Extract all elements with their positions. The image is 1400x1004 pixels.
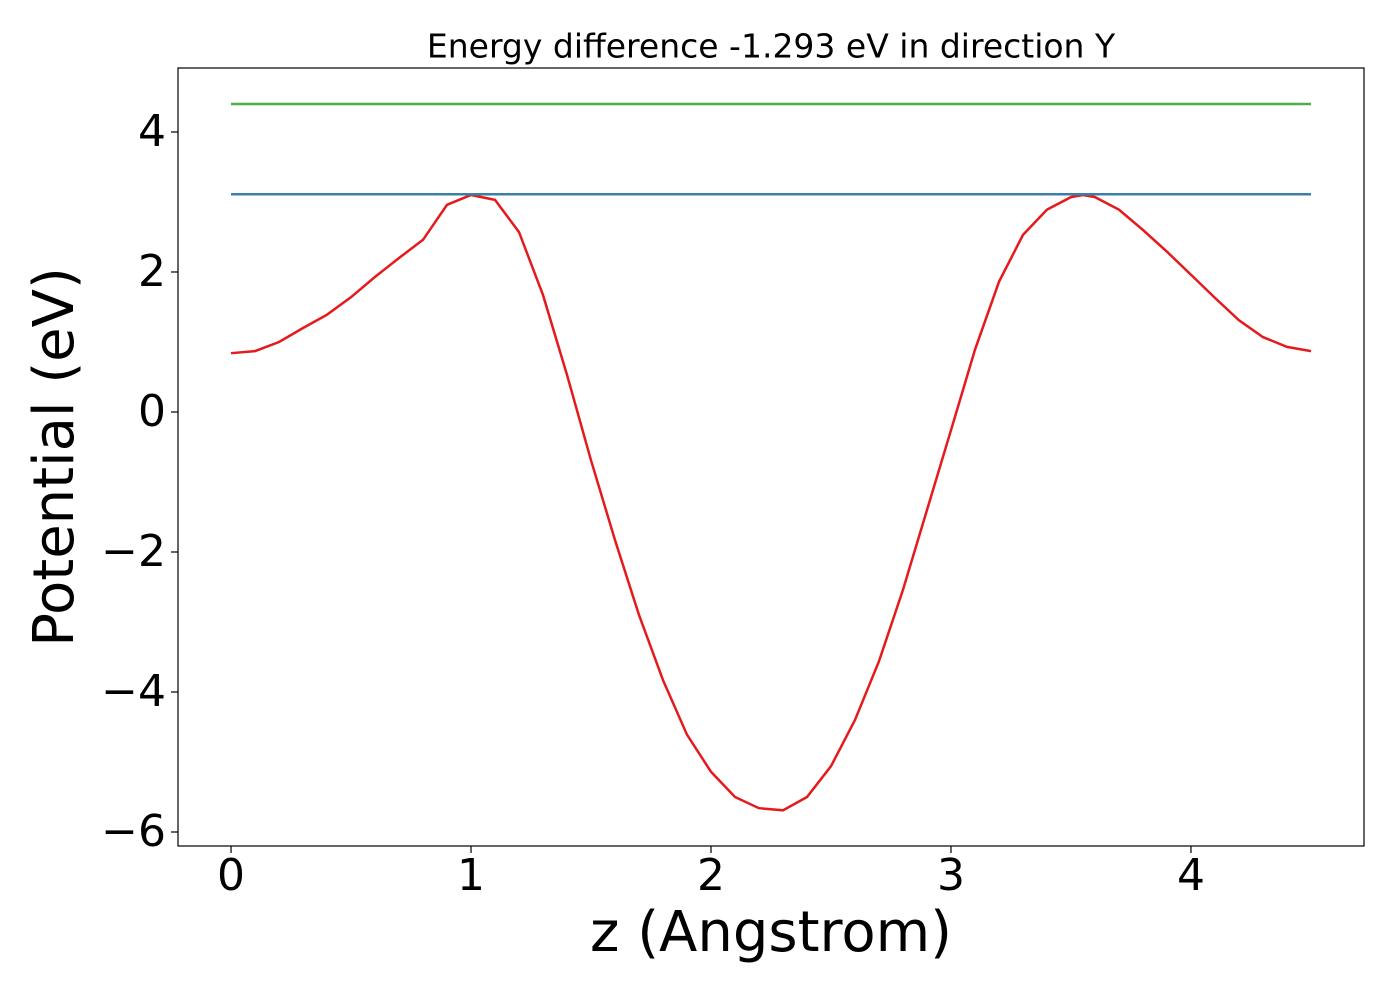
line — [230, 193, 1312, 812]
x-tick-label: 3 — [937, 850, 965, 901]
y-axis-label: Potential (eV) — [22, 267, 87, 647]
x-tick-label: 2 — [697, 850, 725, 901]
y-tick-label: 0 — [138, 386, 166, 437]
chart-title: Energy difference -1.293 eV in direction… — [427, 27, 1116, 66]
y-tick-label: −2 — [101, 526, 166, 577]
y-tick-label: 2 — [138, 246, 166, 297]
x-axis-label: z (Angstrom) — [590, 900, 952, 965]
x-tick-label: 0 — [217, 850, 245, 901]
x-tick-label: 4 — [1177, 850, 1205, 901]
x-tick-label: 1 — [457, 850, 485, 901]
y-tick-label: 4 — [138, 106, 166, 157]
plot-frame — [177, 67, 1365, 847]
y-tick-label: −6 — [101, 806, 166, 857]
y-tick-label: −4 — [101, 666, 166, 717]
